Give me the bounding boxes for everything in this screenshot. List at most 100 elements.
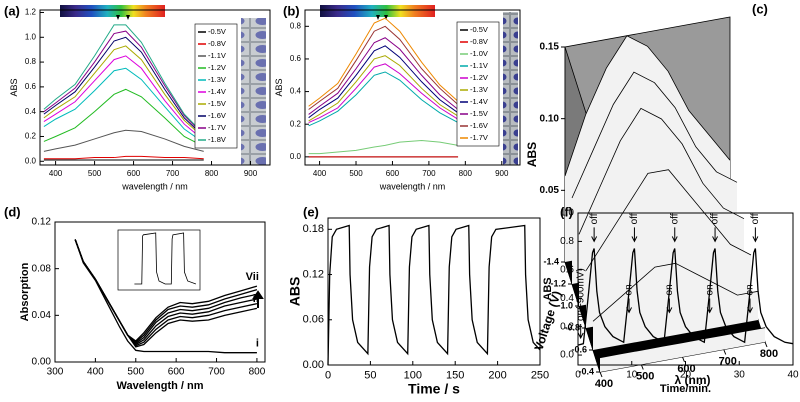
y-tick-label: 0.6 (25, 82, 37, 91)
annotation-arrow (706, 298, 713, 314)
y-tick-label: -1.0 (557, 300, 573, 310)
annotation-arrow (666, 298, 673, 314)
x-tick-label: 400 (49, 169, 63, 178)
annotation-arrow (747, 298, 753, 314)
x-tick-label: 200 (488, 369, 506, 381)
legend-label: -1.5V (208, 99, 226, 108)
surface-row (599, 327, 766, 359)
x-tick-label: 700 (208, 367, 225, 378)
x-tick-label: 40 (787, 370, 799, 381)
legend-label: -1.4V (208, 87, 226, 96)
plot-frame (54, 221, 266, 363)
peak-arrows (116, 15, 130, 20)
panel-label: (e) (303, 204, 319, 219)
x-tick-label: 600 (168, 367, 185, 378)
panel-label: (d) (4, 204, 21, 219)
annotation: on (624, 284, 635, 295)
plot-frame (327, 217, 541, 366)
x-tick-label: 500 (127, 367, 144, 378)
y-tick-label: 0.4 (560, 293, 574, 304)
y-tick-label: 0.6 (560, 264, 574, 275)
annotation: on (664, 284, 675, 295)
x-axis-label: Time / s (408, 381, 460, 397)
annotation-arrow (671, 227, 678, 243)
legend-label: -1.4V (470, 97, 488, 106)
legend-label: -1.6V (208, 111, 226, 120)
legend-label: -1.5V (470, 109, 488, 118)
x-axis-label: wavelength / nm (379, 181, 446, 191)
annotation: off (750, 213, 761, 224)
series-line (308, 45, 459, 119)
x-tick-label: 500 (88, 169, 102, 178)
series-line (74, 239, 258, 342)
legend-label: -1.1V (208, 51, 226, 60)
z-tick-label: 0.15 (540, 42, 560, 53)
plot-frame (39, 9, 271, 166)
series-line (308, 140, 459, 155)
legend-label: -1.2V (208, 63, 226, 72)
annotation-arrow (712, 227, 719, 243)
series-line (43, 36, 205, 137)
series-line (43, 30, 205, 136)
x-tick-label: 400 (313, 169, 327, 178)
annotation-arrow (626, 298, 633, 314)
y-tick-label: 0.00 (303, 359, 324, 371)
photo-strip (241, 18, 266, 165)
annotation-arrow (752, 227, 759, 243)
y-tick-label: 0.2 (25, 132, 37, 141)
legend-label: -1.7V (470, 133, 488, 142)
y-axis-label: ABS (542, 277, 554, 300)
surface-row (571, 71, 738, 199)
x-tick-label: 0 (575, 370, 581, 381)
annotation: off (629, 213, 640, 224)
panel-label: (c) (752, 1, 768, 16)
y-tick-label: 0.0 (560, 350, 574, 361)
surface-row (578, 107, 745, 235)
x-tick (764, 341, 768, 348)
y-tick-label: 0.8 (290, 21, 302, 30)
y-tick-label: 0.08 (32, 263, 52, 274)
y-tick-label: -1.4 (543, 256, 559, 266)
y-axis-label: ABS (286, 277, 302, 307)
x-tick-label: 150 (446, 369, 464, 381)
series-line (308, 37, 459, 115)
plot-frame (304, 9, 521, 166)
legend-label: -0.5V (208, 27, 226, 36)
series-line (577, 248, 794, 346)
x-axis-label: wavelength / nm (121, 181, 188, 191)
y-tick-label: 1.2 (25, 8, 37, 17)
legend-label: -1.3V (208, 75, 226, 84)
color-bar (60, 5, 165, 17)
series-line (43, 155, 204, 160)
y-tick-label: 0.0 (25, 156, 37, 165)
x-tick-label: 30 (734, 370, 746, 381)
annotation-arrow (577, 324, 584, 340)
series-line (74, 239, 257, 354)
legend-label: -1.6V (470, 121, 488, 130)
y-tick-label: -0.8 (564, 322, 580, 332)
y-axis-label: ABS (274, 78, 284, 96)
y-tick-label: 0.0 (290, 152, 302, 161)
panel-label: (a) (4, 3, 20, 18)
x-tick (599, 371, 603, 378)
series-label: i (256, 338, 259, 350)
panel-label: (f) (560, 204, 573, 219)
y-tick-label: 0.04 (32, 310, 52, 321)
annotation: on (704, 284, 715, 295)
x-tick-label: 20 (680, 370, 692, 381)
x-tick-label: 600 (677, 363, 695, 375)
x-tick-label: 600 (127, 169, 141, 178)
legend-label: -1.3V (470, 85, 488, 94)
series-line (43, 67, 205, 144)
x-tick-label: 300 (47, 367, 64, 378)
x-tick-label: 500 (349, 169, 363, 178)
inset-line (134, 232, 197, 285)
x-axis-label: Wavelength / nm (117, 380, 204, 392)
y-tick-label: 0.00 (32, 357, 52, 368)
x-tick-label: 800 (205, 169, 219, 178)
y-tick-label: 1.0 (25, 32, 37, 41)
z-axis-label: ABS (525, 142, 539, 167)
x-tick-label: 600 (386, 169, 400, 178)
